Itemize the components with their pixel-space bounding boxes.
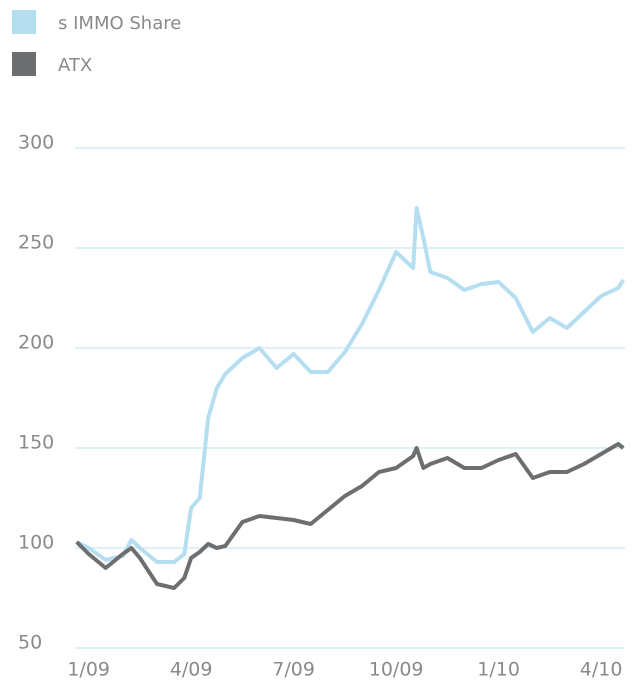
series-line <box>75 206 625 564</box>
y-tick-label: 50 <box>18 632 42 654</box>
x-tick-label: 1/09 <box>67 659 110 681</box>
y-tick-label: 200 <box>18 332 54 354</box>
y-tick-label: 150 <box>18 432 54 454</box>
x-tick-label: 10/09 <box>369 659 424 681</box>
x-tick-label: 4/09 <box>170 659 213 681</box>
series-line <box>75 442 625 590</box>
x-tick-label: 4/10 <box>580 659 623 681</box>
legend-swatch <box>12 52 36 76</box>
y-tick-label: 250 <box>18 232 54 254</box>
legend-label: s IMMO Share <box>58 13 181 34</box>
y-tick-label: 100 <box>18 532 54 554</box>
legend-swatch <box>12 10 36 34</box>
x-tick-label: 1/10 <box>477 659 520 681</box>
y-tick-label: 300 <box>18 132 54 154</box>
x-tick-label: 7/09 <box>272 659 315 681</box>
legend-label: ATX <box>58 55 92 76</box>
